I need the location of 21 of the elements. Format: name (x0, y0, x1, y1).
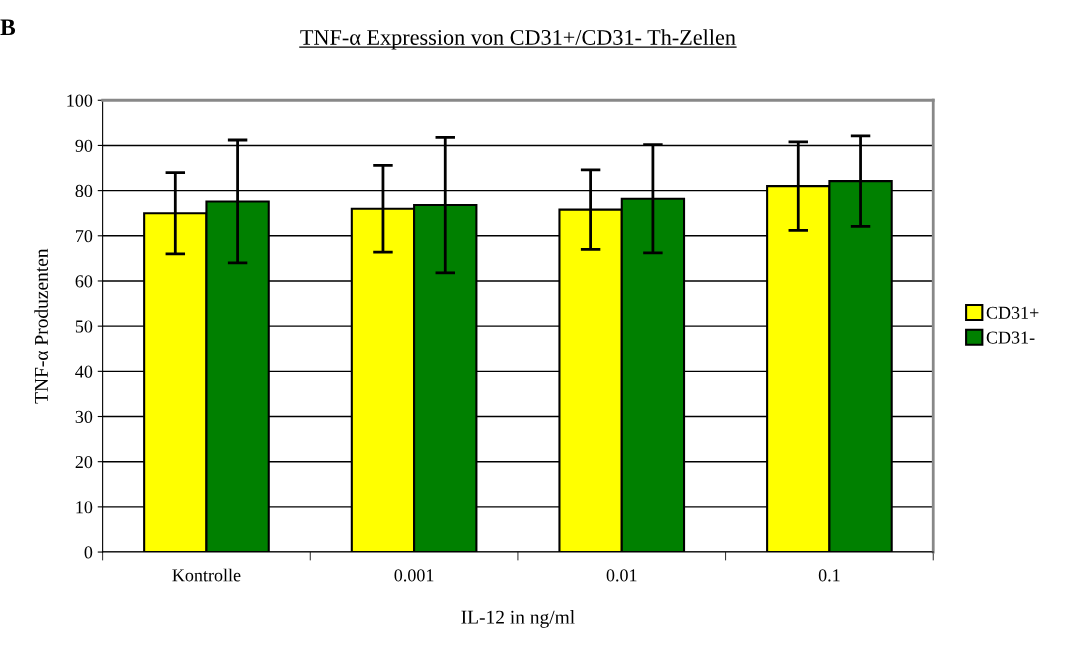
text: B (0, 19, 16, 36)
chart-title: TNF-α Expression von CD31+/CD31- Th-Zellen (300, 29, 736, 50)
y-tick-label: 80 (75, 184, 93, 198)
legend-label: CD31+ (986, 306, 1039, 319)
x-tick-label: 0.001 (394, 569, 434, 582)
y-tick-label: 100 (67, 94, 93, 107)
x-tick-label: 0.01 (606, 569, 637, 582)
y-tick-label: 40 (75, 365, 93, 378)
x-tick-label: Kontrolle (172, 568, 241, 582)
y-tick-label: 60 (75, 275, 93, 288)
y-tick-label: 30 (75, 410, 93, 423)
y-tick-label: 50 (75, 320, 93, 333)
y-tick-label: 0 (84, 546, 93, 559)
y-tick-label: 70 (76, 230, 93, 243)
x-axis-title: IL-12 in ng/ml (461, 610, 575, 628)
x-tick-label: 0.1 (818, 569, 840, 582)
legend-label: CD31- (986, 331, 1035, 344)
y-tick-label: 90 (75, 139, 93, 152)
y-tick-label: 20 (75, 455, 93, 469)
y-axis-title: TNF-α Produzenten (34, 248, 48, 404)
y-tick-label: 10 (76, 501, 93, 514)
